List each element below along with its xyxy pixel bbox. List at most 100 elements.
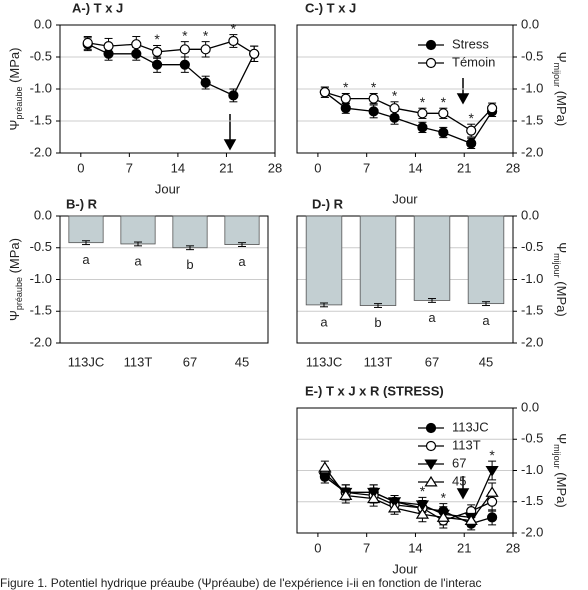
y-tick-label: -1.0	[521, 462, 543, 477]
y-label-symbol: Ψ	[7, 120, 22, 131]
x-tick-label: 113JC	[68, 354, 105, 369]
panel-title: A-) T x J	[72, 0, 123, 15]
legend-label: 45	[452, 473, 466, 488]
marker	[200, 77, 211, 88]
x-tick-label: 21	[457, 540, 471, 555]
error-bar	[374, 303, 382, 308]
marker	[415, 500, 430, 511]
y-tick-label: -0.5	[30, 48, 52, 63]
panel-title: D-) R	[312, 196, 344, 211]
marker	[486, 512, 498, 523]
marker	[151, 46, 163, 57]
x-tick-label: 14	[408, 540, 422, 555]
legend-marker	[425, 57, 437, 69]
marker	[368, 93, 379, 104]
x-tick-label: 28	[506, 160, 520, 175]
bar	[359, 215, 397, 306]
y-tick-label: -1.0	[30, 271, 52, 286]
y-label-symbol: Ψ	[554, 433, 569, 444]
y-tick-label: 0.0	[34, 16, 52, 31]
x-axis-label: Jour	[155, 181, 181, 196]
y-tick-label: -0.5	[30, 239, 52, 254]
marker	[228, 35, 239, 47]
y-tick-label: -1.0	[521, 271, 543, 286]
significance-mark: *	[420, 483, 426, 499]
bar	[120, 215, 156, 245]
significance-mark: *	[420, 94, 426, 110]
y-label-sub: mijour	[552, 63, 562, 88]
x-tick-label: 45	[235, 354, 249, 369]
marker	[228, 90, 239, 101]
marker	[319, 87, 330, 98]
bar-label: a	[134, 253, 142, 268]
marker	[339, 489, 353, 500]
x-tick-label: 113T	[364, 354, 393, 369]
y-tick-label: -2.0	[521, 144, 543, 159]
marker	[151, 59, 163, 70]
x-tick-label: 0	[314, 160, 321, 175]
marker	[249, 48, 260, 59]
plot-frame	[296, 215, 514, 344]
legend-marker	[424, 459, 438, 471]
y-tick-label: -1.5	[521, 112, 543, 127]
y-label-unit: (MPa)	[7, 238, 22, 277]
bar-label: a	[482, 313, 490, 328]
marker	[179, 59, 190, 70]
bar	[305, 215, 343, 306]
error-bar	[428, 298, 436, 303]
bar	[467, 215, 505, 305]
panel: 0.0 -0.5 -1.0 -1.5 -2.0 A-) T x J Ψpréaube (MP…	[7, 0, 282, 196]
bar	[224, 215, 260, 245]
legend-label: 67	[452, 455, 466, 470]
x-tick-label: 28	[506, 540, 520, 555]
y-tick-label: -2.0	[30, 334, 52, 349]
x-axis-label: Jour	[392, 561, 418, 576]
y-label-unit: (MPa)	[554, 278, 569, 317]
x-tick-label: 67	[183, 354, 197, 369]
x-tick-label: 21	[457, 160, 471, 175]
marker	[415, 508, 430, 519]
y-label-sub: préaube	[14, 277, 24, 310]
bar-label: a	[428, 310, 436, 325]
significance-mark: *	[489, 447, 495, 463]
error-bar	[134, 241, 142, 247]
y-label-sub: mijour	[552, 253, 562, 278]
y-axis-label: Ψpréaube (MPa)	[7, 238, 24, 321]
y-axis-label: Ψpréaube (MPa)	[7, 48, 24, 131]
y-tick-label: 0.0	[521, 207, 539, 222]
x-axis-label: Jour	[392, 191, 418, 206]
panel: 0.0 -0.5 -1.0 -1.5 -2.0 C-) T x J Ψmijour (MPa…	[296, 0, 569, 206]
x-tick-label: 14	[171, 160, 185, 175]
significance-mark: *	[231, 20, 237, 36]
marker	[318, 461, 332, 472]
x-tick-label: 21	[219, 160, 233, 175]
significance-mark: *	[441, 94, 447, 110]
y-label-unit: (MPa)	[554, 469, 569, 508]
bar-label: b	[186, 257, 193, 272]
arrows	[223, 78, 470, 500]
marker	[318, 472, 332, 483]
marker	[485, 486, 499, 497]
y-label-sub: préaube	[14, 87, 24, 120]
arrow-head	[456, 488, 470, 500]
panel-title: C-) T x J	[305, 0, 356, 15]
y-axis-label: Ψmijour (MPa)	[552, 52, 569, 126]
bar-label: a	[82, 252, 90, 267]
error-bar	[320, 302, 328, 308]
y-tick-label: -2.0	[521, 524, 543, 539]
y-tick-label: 0.0	[34, 207, 52, 222]
marker	[131, 48, 142, 59]
significance-mark: *	[441, 489, 447, 505]
arrow-head	[223, 139, 237, 151]
marker	[82, 37, 93, 49]
marker	[103, 41, 114, 52]
bar	[172, 215, 208, 249]
x-tick-label: 14	[408, 160, 422, 175]
marker	[200, 44, 211, 55]
error-bar	[482, 301, 490, 307]
x-tick-label: 7	[363, 160, 370, 175]
arrow-head	[456, 93, 470, 105]
y-tick-label: 0.0	[521, 16, 539, 31]
y-label-symbol: Ψ	[554, 242, 569, 253]
marker	[367, 492, 381, 504]
